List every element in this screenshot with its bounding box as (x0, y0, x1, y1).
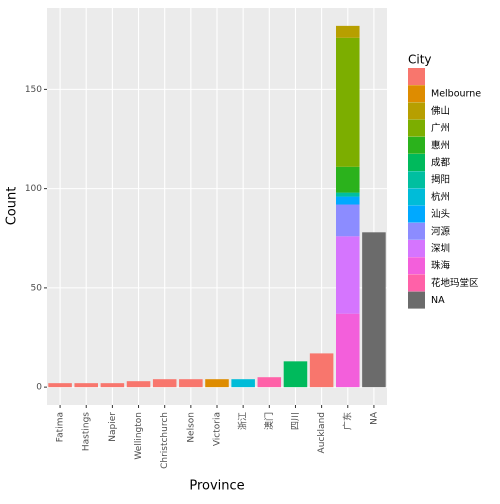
bar-segment (126, 381, 151, 388)
bar-segment (309, 353, 334, 388)
legend-key (408, 205, 425, 223)
legend-label: 佛山 (431, 105, 450, 117)
legend-label: 河源 (431, 225, 451, 237)
bar-segment (283, 361, 308, 388)
legend-key (408, 85, 425, 103)
x-tick-label: NA (369, 411, 379, 425)
legend-label: 花地玛堂区 (431, 277, 479, 289)
bar-segment (74, 383, 98, 388)
legend-label: 杭州 (431, 191, 450, 203)
x-tick-label: 澳门 (263, 412, 275, 430)
bar-segment (336, 204, 360, 237)
x-tick-label: Christchurch (160, 412, 170, 469)
bar-segment (336, 313, 360, 388)
bar-segment (100, 383, 125, 388)
bar-segment (336, 236, 360, 314)
bar-segment (152, 379, 177, 388)
x-tick-label: Wellington (134, 412, 144, 460)
bar-segment (336, 192, 360, 197)
bar-segment (336, 196, 360, 205)
legend-label: Melbourne (431, 89, 481, 100)
legend-label: 揭阳 (431, 174, 450, 186)
x-tick-label: Hastings (82, 412, 92, 451)
legend-key (408, 222, 425, 240)
legend-key (408, 274, 425, 292)
bar-segment (231, 379, 255, 388)
legend-label: NA (431, 295, 445, 306)
legend-key (408, 257, 425, 275)
y-tick-label: 100 (25, 184, 42, 194)
x-tick-label: 浙江 (237, 412, 249, 430)
y-tick-label: 150 (25, 85, 42, 95)
legend-key (408, 102, 425, 120)
y-tick-label: 0 (36, 383, 42, 393)
bar-segment (205, 379, 229, 388)
legend-key (408, 291, 425, 309)
legend-title: City (408, 53, 432, 67)
x-tick-label: 四川 (291, 412, 301, 430)
bar-segment (179, 379, 203, 388)
legend-label: 广州 (431, 122, 450, 134)
legend-key (408, 136, 425, 154)
legend-label: 深圳 (431, 244, 450, 255)
legend-key (408, 154, 425, 171)
y-tick-label: 50 (31, 283, 43, 293)
legend-key (408, 171, 425, 189)
legend-key (408, 240, 425, 257)
bar-segment (336, 166, 360, 193)
legend-key (408, 188, 425, 206)
bar-segment (336, 37, 360, 167)
y-axis-label: Count (5, 187, 20, 226)
x-tick-label: 广东 (341, 412, 353, 430)
legend-label: 汕头 (431, 208, 450, 220)
legend-label: 惠州 (431, 139, 450, 151)
x-tick-label: Victoria (213, 412, 223, 446)
x-axis-label: Province (189, 479, 244, 494)
x-tick-label: Fatima (56, 412, 66, 442)
x-tick-label: Auckland (317, 412, 327, 453)
x-tick-label: Nelson (186, 412, 196, 443)
legend-key (408, 119, 425, 137)
legend-label: 成都 (431, 157, 451, 169)
bar-segment (362, 232, 386, 388)
x-tick-label: Napier (108, 412, 118, 442)
bar-segment (48, 383, 72, 388)
legend-label: 珠海 (431, 260, 451, 272)
legend-key (408, 68, 425, 85)
bar-segment (257, 377, 282, 388)
bar-segment (336, 25, 360, 38)
